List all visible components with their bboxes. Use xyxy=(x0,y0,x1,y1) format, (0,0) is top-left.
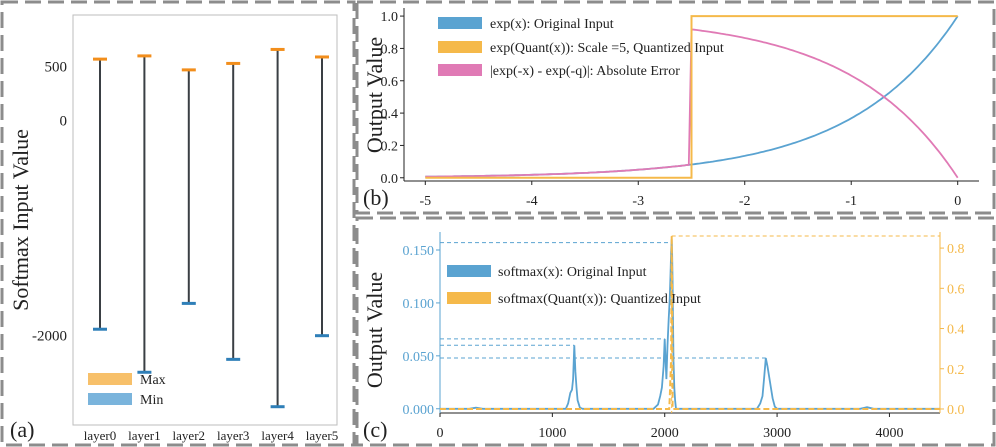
panel-a-ylabel: Softmax Input Value xyxy=(8,129,33,311)
x-tick-label: layer4 xyxy=(261,428,294,443)
y-tick-label: 0.0 xyxy=(381,172,399,187)
legend-swatch-exp xyxy=(438,17,482,29)
panel-a-ranges xyxy=(93,47,329,409)
panel-b-ylabel: Output Value xyxy=(362,37,387,153)
x-tick-label: -5 xyxy=(419,194,431,209)
panel-c-border xyxy=(355,216,996,447)
panel-c-tag: (c) xyxy=(363,417,387,442)
y-tick-label: 0.2 xyxy=(947,363,965,378)
panel-c-ylabel: Output Value xyxy=(362,272,387,388)
series-quant-line xyxy=(425,15,958,179)
series-softmax-quant-line xyxy=(440,235,940,410)
panel-b-legend: exp(x): Original Input exp(Quant(x)): Sc… xyxy=(438,17,724,79)
x-tick-label: -2 xyxy=(739,194,751,209)
legend-label-quant: exp(Quant(x)): Scale =5, Quantized Input xyxy=(490,41,724,56)
panel-b-x-ticks: -5 -4 -3 -2 -1 0 xyxy=(419,181,961,209)
legend-swatch-error xyxy=(438,64,482,76)
panel-a-axes-frame xyxy=(72,14,338,426)
panel-b: Output Value 0.0 0.2 0.4 0.6 0.8 1.0 -5 -4 -3 -2… xyxy=(362,8,979,210)
x-tick-label: -1 xyxy=(845,194,857,209)
legend-swatch-quant xyxy=(438,41,482,53)
x-tick-label: 1000 xyxy=(538,426,566,441)
panel-b-tag: (b) xyxy=(363,185,389,210)
panel-c-right-y-ticks: 0.0 0.2 0.4 0.6 0.8 xyxy=(940,242,965,418)
panel-c-series xyxy=(440,235,940,410)
x-tick-label: layer2 xyxy=(173,428,205,443)
panel-c: Output Value 0.000 0.050 0.100 0.150 0.0 0.2… xyxy=(362,232,965,442)
x-tick-label: layer0 xyxy=(84,428,116,443)
y-tick-label: 0.6 xyxy=(947,282,965,297)
panel-c-left-y-ticks: 0.000 0.050 0.100 0.150 xyxy=(403,244,440,418)
y-tick-label: 0.0 xyxy=(947,403,965,418)
y-tick-label: 500 xyxy=(45,60,68,76)
x-tick-label: -4 xyxy=(526,194,538,209)
panel-a-x-ticks: layer0 layer1 layer2 layer3 layer4 layer5 xyxy=(84,428,338,443)
panel-b-y-ticks: 0.0 0.2 0.4 0.6 0.8 1.0 xyxy=(381,10,404,187)
y-tick-label: 0.4 xyxy=(947,323,965,338)
legend-swatch-softmax xyxy=(447,265,491,277)
panel-a-legend: Max Min xyxy=(88,373,166,408)
panel-c-axes xyxy=(439,232,941,414)
x-tick-label: 3000 xyxy=(763,426,791,441)
legend-label-softmax-quant: softmax(Quant(x)): Quantized Input xyxy=(498,292,701,307)
x-tick-label: layer3 xyxy=(217,428,249,443)
panel-a-border xyxy=(0,0,356,447)
y-tick-label: 1.0 xyxy=(381,10,399,25)
x-tick-label: 0 xyxy=(954,194,961,209)
legend-label-max: Max xyxy=(140,373,166,388)
x-tick-label: layer5 xyxy=(306,428,338,443)
y-tick-label: 0.4 xyxy=(381,107,399,122)
panel-c-reference-lines xyxy=(440,235,940,413)
panel-c-x-ticks: 0 1000 2000 3000 4000 xyxy=(437,413,903,441)
y-tick-label: 0.000 xyxy=(403,403,435,418)
panel-c-legend: softmax(x): Original Input softmax(Quant… xyxy=(447,265,701,307)
x-tick-label: 4000 xyxy=(875,426,903,441)
y-tick-label: 0.100 xyxy=(403,297,435,312)
x-tick-label: 0 xyxy=(437,426,444,441)
legend-label-softmax: softmax(x): Original Input xyxy=(498,265,647,280)
y-tick-label: -2000 xyxy=(32,329,67,345)
y-tick-label: 0 xyxy=(60,113,68,129)
legend-swatch-softmax-quant xyxy=(447,292,491,304)
x-tick-label: -3 xyxy=(632,194,644,209)
legend-label-error: |exp(-x) - exp(-q)|: Absolute Error xyxy=(490,64,680,79)
y-tick-label: 0.8 xyxy=(947,242,965,257)
panel-b-axes xyxy=(403,8,979,182)
panel-a-tag: (a) xyxy=(10,417,34,442)
legend-label-min: Min xyxy=(140,393,163,408)
legend-swatch-min xyxy=(88,393,132,405)
panel-b-series xyxy=(425,15,959,179)
legend-label-exp: exp(x): Original Input xyxy=(490,17,614,32)
y-tick-label: 0.2 xyxy=(381,139,399,154)
y-tick-label: 0.6 xyxy=(381,75,399,90)
panel-b-border xyxy=(355,0,996,215)
panel-a-y-ticks: -2000 0 500 xyxy=(32,60,67,345)
x-tick-label: layer1 xyxy=(128,428,160,443)
y-tick-label: 0.150 xyxy=(403,244,435,259)
y-tick-label: 0.8 xyxy=(381,42,399,57)
y-tick-label: 0.050 xyxy=(403,350,435,365)
x-tick-label: 2000 xyxy=(651,426,679,441)
legend-swatch-max xyxy=(88,373,132,385)
series-softmax-line xyxy=(440,239,940,410)
